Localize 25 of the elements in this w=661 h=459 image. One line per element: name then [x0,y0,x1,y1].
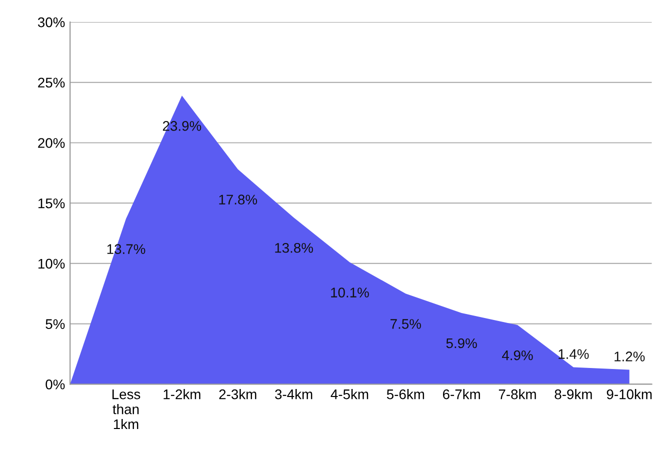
x-tick-label: 3-4km [275,389,312,400]
x-tick-label: Less than 1km [112,390,140,430]
data-label: 1.2% [614,352,645,362]
x-tick-label: 4-5km [330,389,368,400]
data-label: 4.9% [502,350,533,360]
x-tick-label: 8-9km [554,389,592,400]
x-tick-label: 9-10km [606,389,652,400]
x-tick-label: 1-2km [164,389,200,400]
data-label: 1.4% [558,349,589,359]
data-label: 5.9% [446,338,477,348]
data-label: 7.5% [390,319,421,329]
x-tick-label: 2-3km [219,389,256,400]
y-tick-label: 5% [46,319,65,329]
data-label: 13.8% [275,242,313,253]
x-tick-label: 5-6km [386,389,424,400]
x-tick-label: 6-7km [442,389,480,400]
y-tick-label: 15% [38,198,65,208]
y-tick-label: 10% [38,258,65,269]
x-tick-label: 7-8km [498,389,536,400]
y-tick-label: 30% [38,17,65,28]
data-label: 17.8% [219,194,258,205]
data-label: 10.1% [331,288,369,298]
y-tick-label: 25% [38,78,65,88]
y-tick-label: 20% [38,138,65,148]
y-tick-label: 0% [46,380,65,390]
